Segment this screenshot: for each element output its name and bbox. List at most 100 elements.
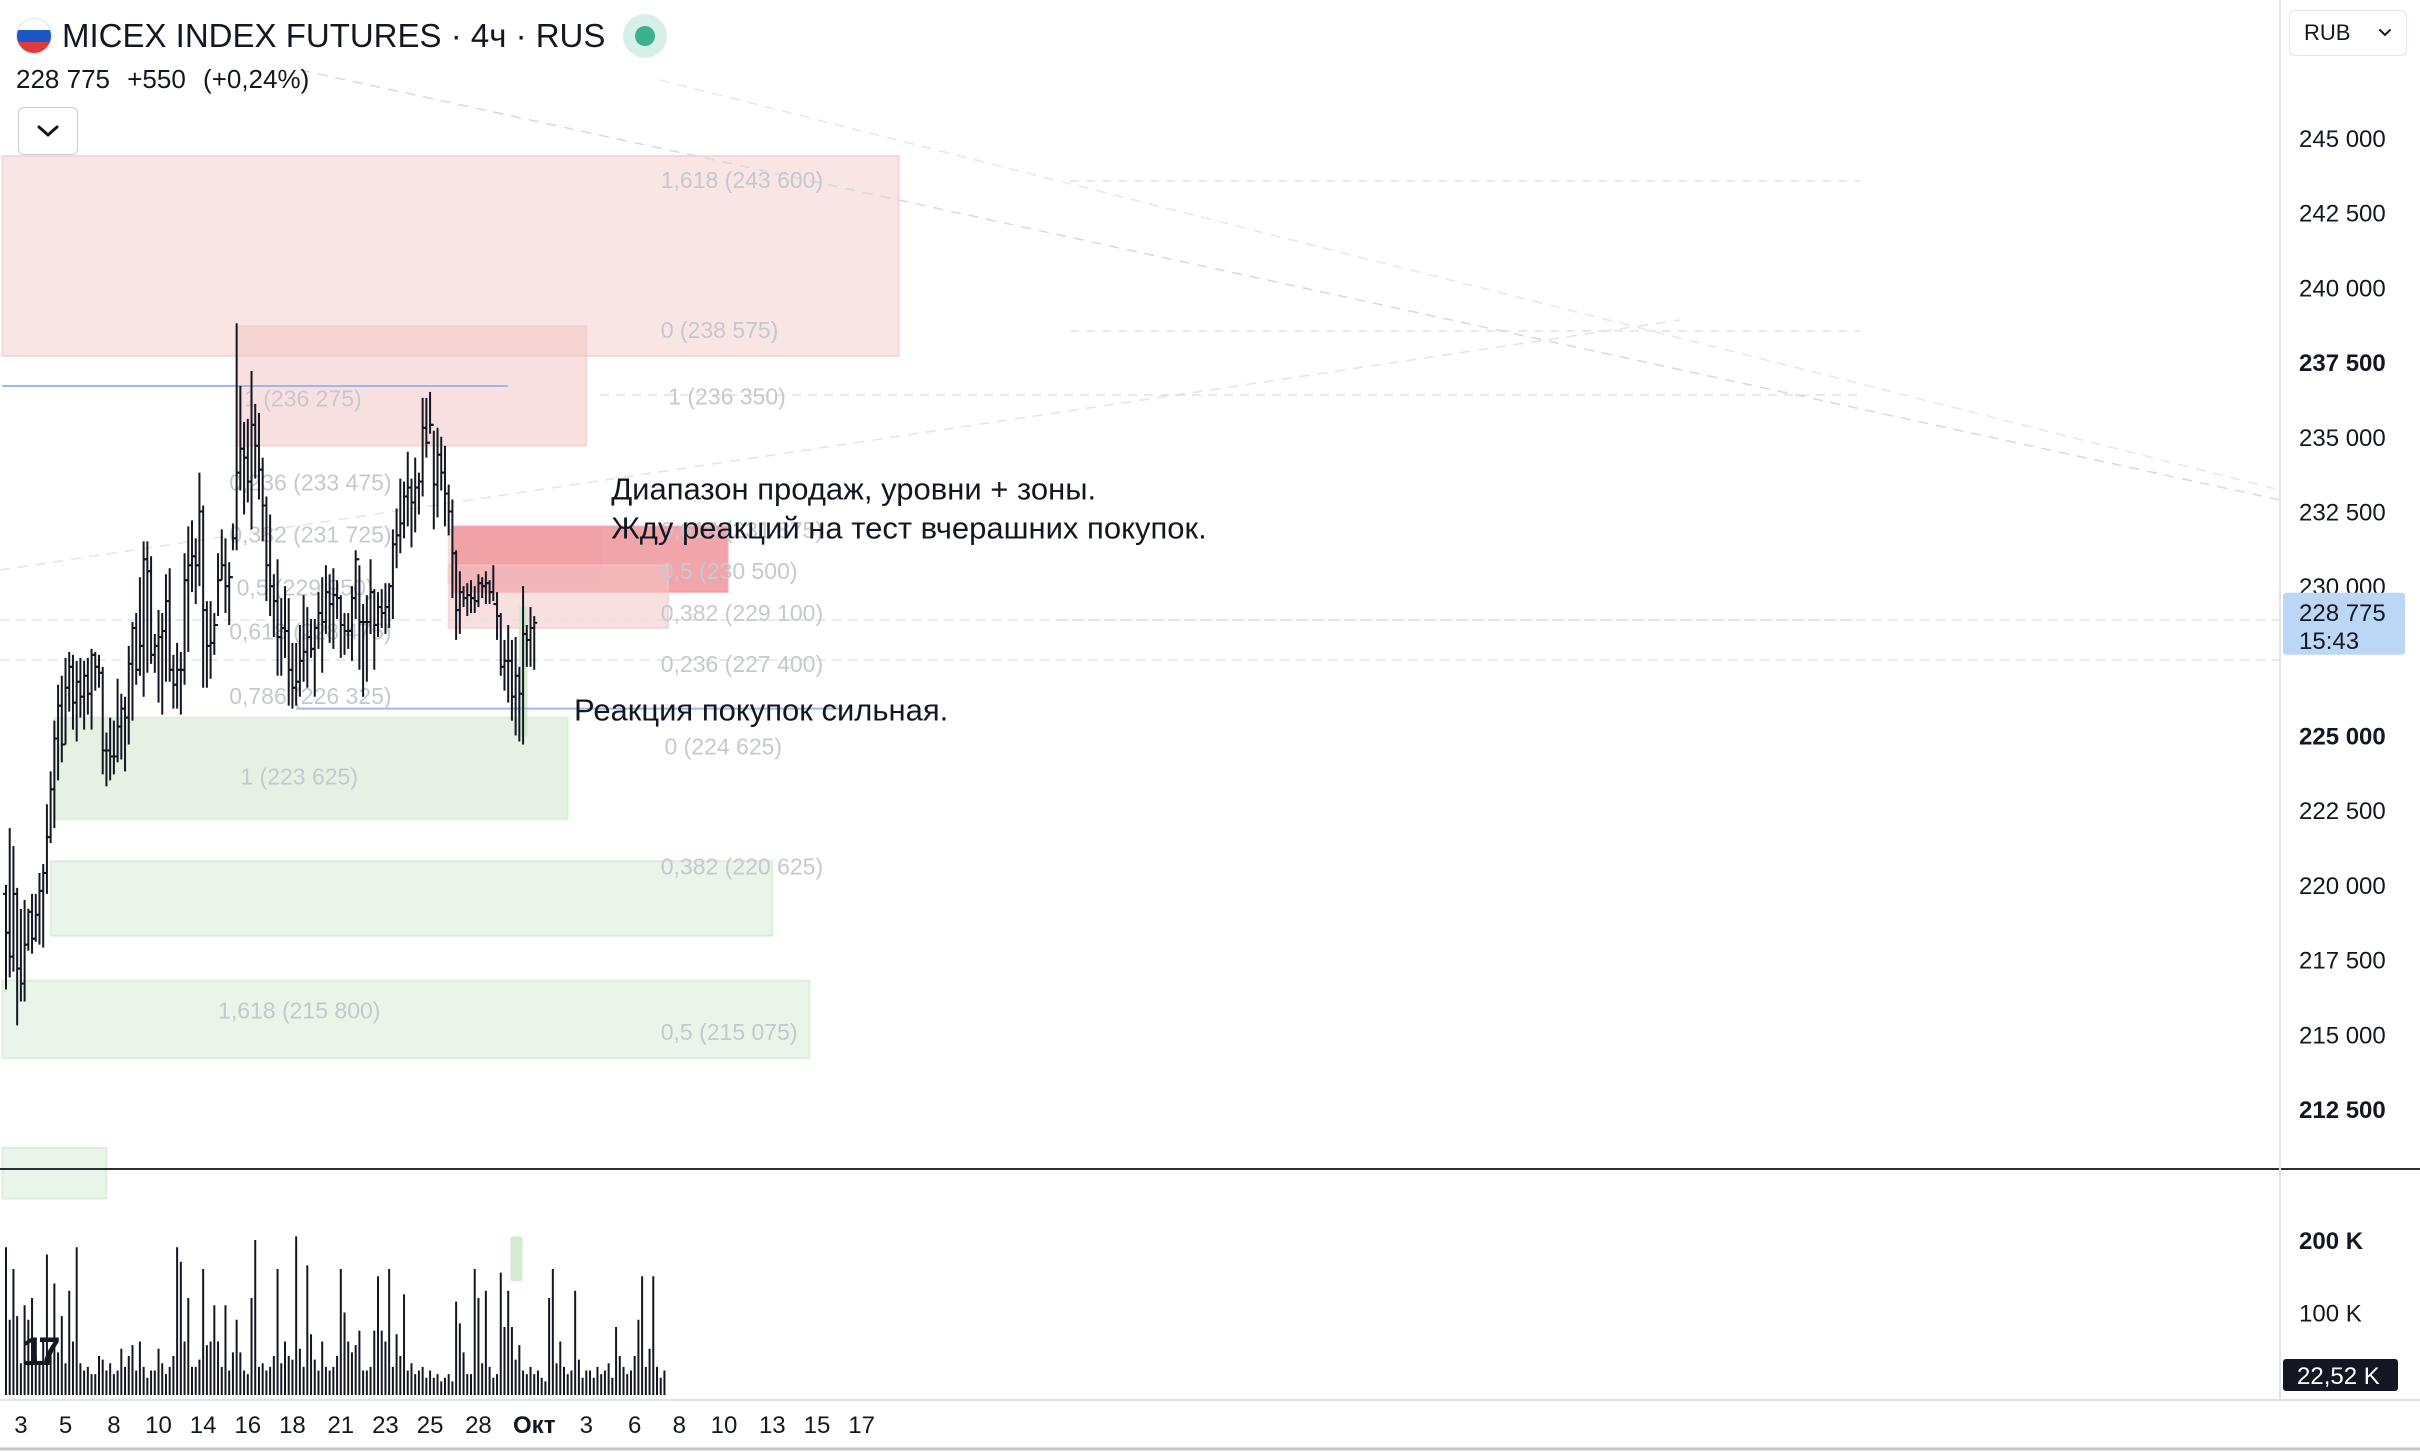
time-tick-label: 25 xyxy=(417,1412,444,1439)
ohlc-bar xyxy=(162,574,169,682)
ohlc-bar xyxy=(32,893,39,942)
time-tick-label: 13 xyxy=(759,1412,786,1439)
fib-label: 0,618 (231 875) xyxy=(661,517,823,543)
fib-label: 0,382 (231 725) xyxy=(229,522,391,548)
ohlc-bar xyxy=(445,484,452,536)
fib-label: 0 (238 575) xyxy=(661,317,779,343)
symbol-header[interactable]: MICEX INDEX FUTURES · 4ч · RUS xyxy=(16,14,668,58)
fib-label: 0,236 (233 475) xyxy=(229,469,391,495)
time-tick-label: 5 xyxy=(59,1412,72,1439)
currency-select[interactable]: RUB xyxy=(2289,10,2407,56)
volume-tick-label: 200 K xyxy=(2299,1228,2364,1255)
ohlc-bar xyxy=(136,577,143,676)
ohlc-bar xyxy=(207,601,214,679)
time-tick-label: 8 xyxy=(107,1412,120,1439)
fib-label: 0,786 (226 325) xyxy=(229,683,391,709)
time-tick-label: 10 xyxy=(145,1412,172,1439)
ohlc-bar xyxy=(408,478,415,548)
ohlc-bar xyxy=(25,908,32,951)
symbol-title: MICEX INDEX FUTURES · 4ч · RUS xyxy=(62,17,606,54)
ohlc-bar xyxy=(40,864,47,948)
time-tick-label: 8 xyxy=(673,1412,686,1439)
countdown-timer: 15:43 xyxy=(2299,628,2359,655)
ohlc-bar xyxy=(155,610,162,703)
buy-zone xyxy=(53,716,569,821)
fib-label: 1,618 (215 800) xyxy=(218,997,380,1023)
ohlc-bar xyxy=(222,538,229,614)
buy-zone xyxy=(1,1146,108,1200)
price-tick-label: 232 500 xyxy=(2299,499,2386,526)
ohlc-bar xyxy=(174,642,181,709)
annotation-text: Диапазон продаж, уровни + зоны. xyxy=(611,472,1096,507)
time-tick-label: 3 xyxy=(14,1412,27,1439)
trend-line xyxy=(659,79,2281,491)
tradingview-logo[interactable]: 17 xyxy=(22,1330,60,1374)
trend-line xyxy=(0,319,1681,571)
ohlc-bar xyxy=(170,654,177,709)
fib-label: 1 (236 275) xyxy=(244,386,362,412)
price-change: +550 xyxy=(127,64,186,94)
collapse-legend-button[interactable] xyxy=(18,107,78,155)
market-open-dot-icon xyxy=(623,14,668,58)
ohlc-bar xyxy=(66,651,73,712)
volume-highlight xyxy=(510,1236,523,1282)
time-tick-label: 17 xyxy=(848,1412,875,1439)
price-tick-label: 237 500 xyxy=(2299,350,2386,377)
price-change-pct: (+0,24%) xyxy=(203,64,310,94)
ohlc-bar xyxy=(412,457,419,533)
price-tick-label: 235 000 xyxy=(2299,425,2386,452)
last-price-label: 228 775 xyxy=(2299,600,2386,627)
fib-label: 0,382 (229 100) xyxy=(661,600,823,626)
ohlc-bar xyxy=(404,451,411,527)
ohlc-bar xyxy=(92,651,99,691)
fib-label: 1 (223 625) xyxy=(240,764,358,790)
annotation-text: Жду реакций на тест вчерашних покупок. xyxy=(611,510,1206,545)
ohlc-bar xyxy=(140,541,147,697)
ohlc-bar xyxy=(401,481,408,539)
time-tick-label: Окт xyxy=(513,1412,556,1439)
fib-label: 0,5 (215 075) xyxy=(661,1019,798,1045)
ohlc-bar xyxy=(226,562,233,625)
volume-tick-label: 100 K xyxy=(2299,1301,2362,1328)
price-tick-label: 217 500 xyxy=(2299,948,2386,975)
time-tick-label: 6 xyxy=(628,1412,641,1439)
ohlc-bar xyxy=(29,893,36,954)
ohlc-bar xyxy=(159,613,166,715)
last-volume-label: 22,52 K xyxy=(2297,1363,2380,1390)
trend-line xyxy=(299,69,2281,501)
ohlc-bar xyxy=(501,639,508,691)
ohlc-bar xyxy=(200,505,207,688)
chevron-down-icon xyxy=(37,125,59,137)
time-tick-label: 3 xyxy=(580,1412,593,1439)
ohlc-bar xyxy=(6,828,13,978)
price-tick-label: 240 000 xyxy=(2299,275,2386,302)
fib-label: 0,236 (227 400) xyxy=(661,651,823,677)
ohlc-bar xyxy=(151,633,158,673)
buy-zone xyxy=(49,860,774,937)
price-tick-label: 225 000 xyxy=(2299,724,2386,751)
time-tick-label: 14 xyxy=(190,1412,217,1439)
ohlc-bar xyxy=(397,478,404,554)
buy-zone xyxy=(1,979,811,1060)
chevron-down-icon xyxy=(2379,29,2391,37)
ohlc-bar xyxy=(211,613,218,655)
last-volume-label-bg xyxy=(2283,1359,2398,1391)
ohlc-bar xyxy=(144,541,151,673)
ohlc-bar xyxy=(393,508,400,569)
currency-value: RUB xyxy=(2304,20,2351,45)
ohlc-bar xyxy=(84,657,91,715)
ohlc-bar xyxy=(177,651,184,715)
ohlc-bar xyxy=(36,872,43,945)
ohlc-bar xyxy=(185,526,192,652)
ohlc-bar xyxy=(43,804,50,894)
ohlc-bar xyxy=(133,613,140,685)
price-tick-label: 215 000 xyxy=(2299,1022,2386,1049)
ohlc-bar xyxy=(129,622,136,721)
ohlc-bar xyxy=(77,657,84,718)
fib-label: 0,382 (220 625) xyxy=(661,853,823,879)
price-tick-label: 212 500 xyxy=(2299,1097,2386,1124)
time-tick-label: 18 xyxy=(279,1412,306,1439)
fib-label: 0,5 (229 950) xyxy=(237,575,374,601)
fib-label: 1 (236 350) xyxy=(668,383,786,409)
